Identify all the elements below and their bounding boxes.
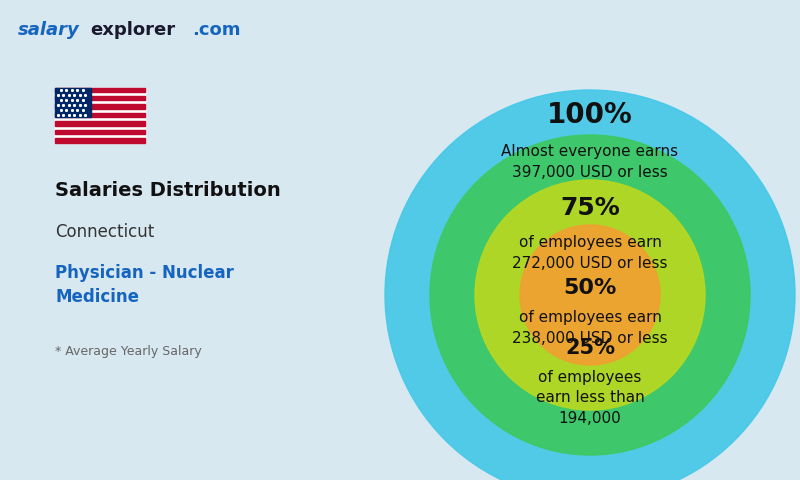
Bar — [55, 138, 145, 143]
Text: 25%: 25% — [565, 338, 615, 358]
Text: Physician - Nuclear
Medicine: Physician - Nuclear Medicine — [55, 264, 234, 307]
Text: of employees earn
272,000 USD or less: of employees earn 272,000 USD or less — [512, 235, 668, 271]
Text: 100%: 100% — [547, 101, 633, 129]
Text: Almost everyone earns
397,000 USD or less: Almost everyone earns 397,000 USD or les… — [502, 144, 678, 180]
Bar — [55, 87, 145, 92]
Circle shape — [385, 90, 795, 480]
Circle shape — [475, 180, 705, 410]
Bar — [55, 105, 145, 108]
Bar — [55, 113, 145, 117]
Text: of employees earn
238,000 USD or less: of employees earn 238,000 USD or less — [512, 310, 668, 346]
Text: salary: salary — [18, 21, 80, 39]
Text: .com: .com — [192, 21, 241, 39]
Text: of employees
earn less than
194,000: of employees earn less than 194,000 — [536, 370, 644, 426]
Bar — [55, 121, 145, 126]
Bar — [55, 87, 145, 143]
Circle shape — [430, 135, 750, 455]
Bar — [55, 96, 145, 100]
Bar — [55, 87, 91, 117]
Text: 75%: 75% — [560, 196, 620, 220]
Circle shape — [520, 225, 660, 365]
Bar — [55, 130, 145, 134]
Text: Connecticut: Connecticut — [55, 223, 154, 241]
Text: 50%: 50% — [563, 278, 617, 298]
Text: explorer: explorer — [90, 21, 175, 39]
Text: * Average Yearly Salary: * Average Yearly Salary — [55, 346, 202, 359]
Text: Salaries Distribution: Salaries Distribution — [55, 180, 281, 200]
